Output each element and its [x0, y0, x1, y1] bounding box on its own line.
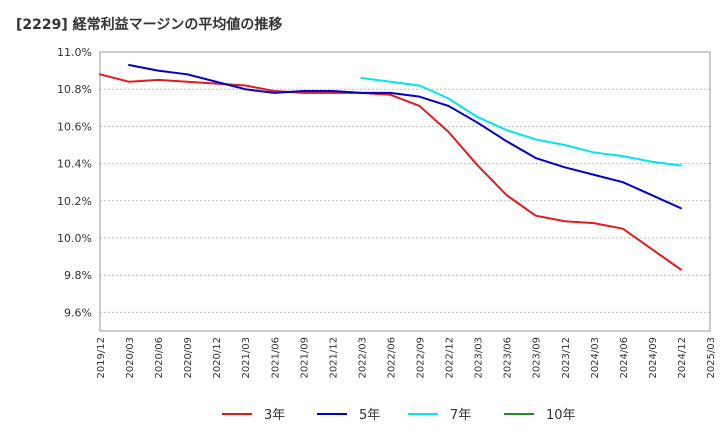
y-tick-label: 10.4% [57, 158, 92, 171]
x-tick-label: 2021/06 [270, 337, 281, 379]
plot-area-border [99, 51, 711, 332]
y-tick-label: 9.8% [64, 269, 92, 282]
x-tick-label: 2020/09 [183, 337, 194, 379]
grid-lines [100, 51, 710, 313]
x-tick-label: 2021/12 [328, 337, 339, 379]
y-tick-label: 9.6% [64, 306, 92, 319]
y-axis-ticks: 11.0% 10.8% 10.6% 10.4% 10.2% 10.0% 9.8% 9.6% [57, 46, 92, 319]
legend-label: 7年 [450, 408, 471, 423]
x-tick-label: 2022/03 [357, 337, 368, 379]
x-tick-label: 2021/09 [299, 337, 310, 379]
x-tick-label: 2024/06 [619, 337, 630, 379]
x-tick-label: 2019/12 [96, 337, 107, 379]
y-tick-label: 10.2% [57, 195, 92, 208]
x-tick-label: 2020/03 [125, 337, 136, 379]
x-tick-label: 2023/12 [561, 337, 572, 379]
x-tick-label: 2022/09 [416, 337, 427, 379]
legend-label: 3年 [264, 408, 285, 423]
legend: 3年 5年 7年 10年 [222, 408, 576, 423]
series-lines [99, 64, 682, 271]
series-line-2 [360, 77, 682, 167]
y-tick-label: 10.6% [57, 120, 92, 133]
y-tick-label: 10.0% [57, 232, 92, 245]
series-line-0 [99, 73, 682, 271]
legend-label: 5年 [359, 408, 380, 423]
x-tick-label: 2024/12 [677, 337, 688, 379]
series-line-1 [128, 64, 682, 210]
y-tick-label: 11.0% [57, 46, 92, 59]
legend-label: 10年 [546, 408, 576, 423]
x-tick-label: 2023/09 [532, 337, 543, 379]
x-tick-label: 2020/12 [212, 337, 223, 379]
chart-title: [2229] 経常利益マージンの平均値の推移 [16, 17, 283, 33]
x-tick-label: 2020/06 [154, 337, 165, 379]
x-tick-label: 2023/06 [503, 337, 514, 379]
x-tick-label: 2025/03 [706, 337, 717, 379]
x-tick-label: 2021/03 [241, 337, 252, 379]
x-tick-label: 2024/09 [648, 337, 659, 379]
x-tick-label: 2022/12 [445, 337, 456, 379]
x-tick-label: 2022/06 [386, 337, 397, 379]
y-tick-label: 10.8% [57, 83, 92, 96]
x-tick-label: 2024/03 [590, 337, 601, 379]
x-axis-ticks: 2019/12 2020/03 2020/06 2020/09 2020/12 2021/… [96, 337, 717, 379]
x-tick-label: 2023/03 [474, 337, 485, 379]
